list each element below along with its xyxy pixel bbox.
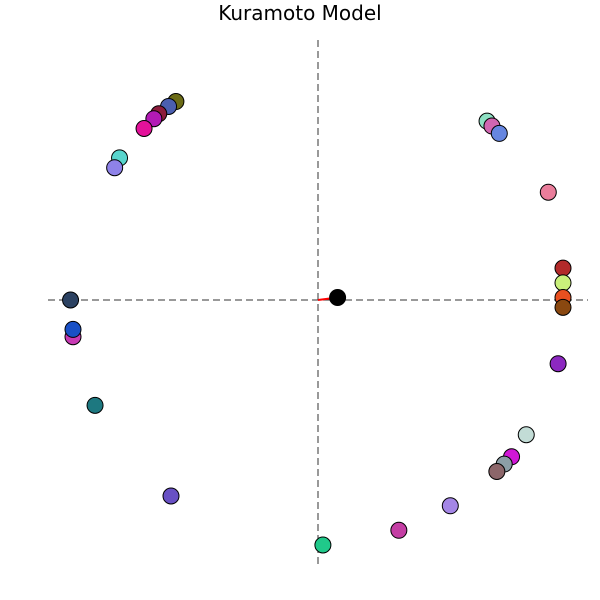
chart-title: Kuramoto Model — [218, 1, 382, 25]
oscillator-point-9 — [490, 124, 508, 142]
oscillator-point-21 — [390, 521, 408, 539]
order-parameter-point — [329, 289, 347, 307]
oscillator-point-27 — [62, 291, 80, 309]
oscillator-point-19 — [488, 463, 506, 480]
oscillator-point-24 — [86, 396, 104, 414]
oscillator-point-14 — [554, 298, 572, 316]
oscillator-point-22 — [314, 536, 332, 554]
oscillator-point-6 — [106, 159, 124, 177]
oscillator-point-26 — [64, 320, 82, 338]
oscillator-point-15 — [549, 355, 567, 373]
oscillator-point-4 — [135, 120, 153, 137]
oscillator-points — [62, 93, 572, 554]
oscillator-point-12 — [554, 274, 572, 292]
oscillator-point-23 — [162, 487, 180, 505]
oscillator-point-20 — [441, 497, 459, 515]
oscillator-point-11 — [554, 259, 572, 277]
crosshair-axes — [48, 40, 588, 566]
oscillator-point-16 — [517, 426, 535, 444]
oscillator-point-10 — [539, 183, 557, 201]
